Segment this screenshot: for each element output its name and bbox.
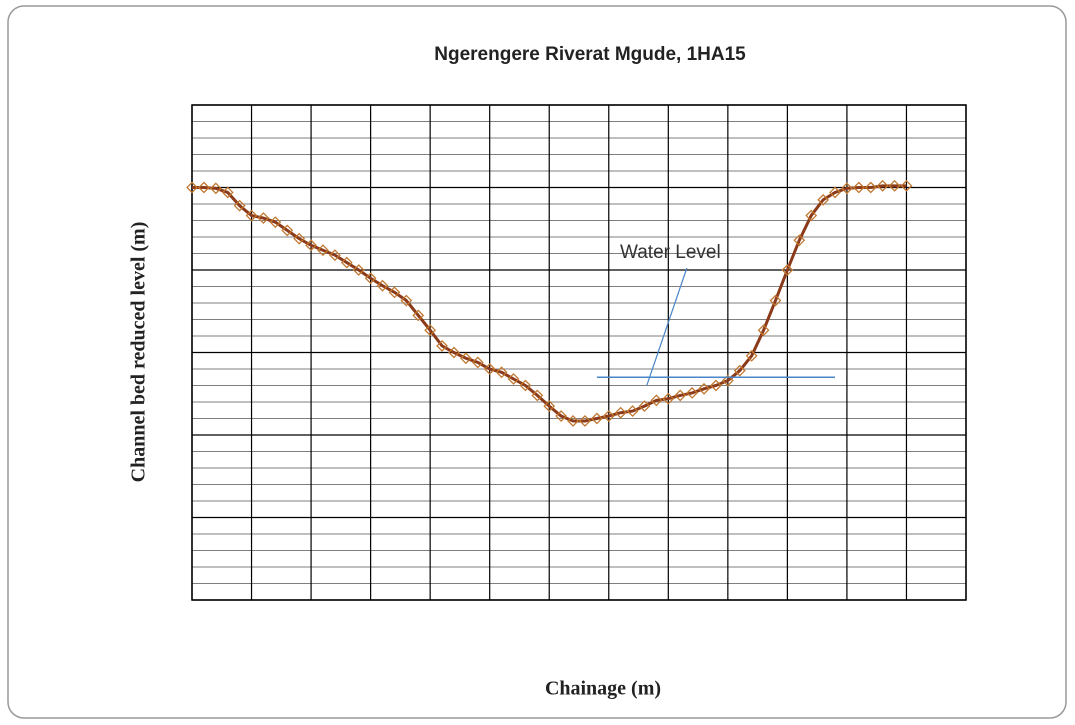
point-marker (781, 264, 794, 276)
point-marker (471, 356, 484, 369)
point-marker (650, 394, 663, 407)
point-marker (186, 181, 198, 194)
point-marker (495, 366, 508, 379)
point-marker (328, 249, 341, 262)
point-marker (197, 181, 210, 194)
point-marker (662, 392, 675, 405)
x-axis-label: Chainage (m) (545, 678, 661, 700)
point-marker (614, 406, 627, 419)
point-marker (769, 294, 782, 307)
point-marker (245, 209, 258, 222)
point-marker (721, 374, 734, 387)
point-marker (317, 244, 329, 257)
point-marker (555, 410, 568, 422)
point-marker (900, 179, 913, 192)
point-marker (352, 264, 365, 276)
point-marker (686, 387, 699, 399)
point-marker (269, 216, 282, 229)
point-marker (733, 364, 746, 377)
chart-frame (7, 5, 1067, 719)
point-marker (233, 199, 246, 212)
point-marker (745, 349, 758, 362)
point-marker (888, 179, 901, 192)
point-marker (876, 179, 889, 192)
point-marker (674, 389, 687, 402)
point-marker (626, 405, 639, 417)
annotation: Water Level (620, 242, 721, 263)
point-marker (412, 309, 425, 322)
point-marker (698, 382, 710, 395)
point-marker (829, 186, 841, 199)
point-marker (305, 239, 317, 252)
point-marker (483, 363, 496, 375)
point-marker (805, 209, 818, 222)
point-marker (590, 412, 603, 425)
point-marker (221, 186, 234, 199)
point-marker (602, 410, 615, 422)
point-marker (257, 212, 270, 224)
point-marker (281, 224, 294, 237)
plot-border (191, 104, 967, 601)
point-marker (364, 272, 377, 285)
point-marker (519, 379, 532, 392)
point-marker (376, 279, 389, 292)
point-marker (293, 232, 306, 245)
point-marker (710, 379, 722, 392)
point-marker (852, 181, 865, 194)
point-marker (757, 324, 770, 337)
y-axis-label: Channel bed reduced level (m) (128, 222, 150, 483)
point-marker (400, 294, 413, 307)
point-marker (436, 339, 448, 352)
point-marker (638, 400, 651, 413)
point-marker (209, 182, 222, 195)
point-marker (424, 324, 437, 337)
point-marker (841, 182, 853, 195)
point-marker (864, 181, 877, 194)
point-marker (459, 352, 472, 365)
profile-line (192, 184, 907, 423)
point-marker (543, 400, 556, 413)
point-marker (567, 415, 579, 427)
annotation-leader (646, 267, 688, 386)
point-marker (388, 286, 401, 299)
chart-title: Ngerengere Riverat Mgude, 1HA15 (434, 44, 746, 65)
point-marker (793, 234, 806, 247)
point-marker (507, 372, 520, 385)
plot-area: Water Level (186, 104, 967, 601)
point-marker (817, 193, 830, 206)
point-marker (340, 256, 353, 269)
point-marker (448, 346, 460, 359)
point-marker (579, 415, 591, 427)
point-marker (531, 389, 544, 402)
